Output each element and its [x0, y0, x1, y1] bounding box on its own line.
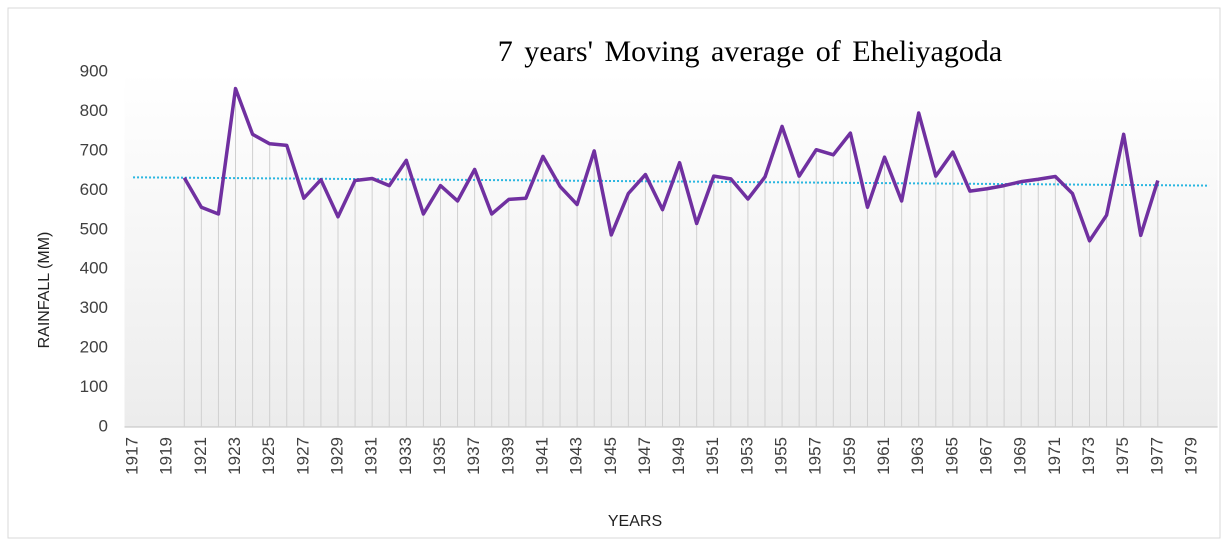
y-tick-label: 600 [80, 180, 108, 199]
x-tick-label: 1975 [1113, 437, 1132, 475]
x-tick-label: 1935 [430, 437, 449, 475]
x-tick-label: 1977 [1147, 437, 1166, 475]
x-tick-label: 1967 [977, 437, 996, 475]
x-tick-label: 1955 [772, 437, 791, 475]
x-tick-label: 1925 [259, 437, 278, 475]
x-tick-label: 1969 [1011, 437, 1030, 475]
chart-border [7, 7, 1221, 539]
x-tick-label: 1953 [737, 437, 756, 475]
x-tick-label: 1965 [942, 437, 961, 475]
x-tick-label: 1937 [464, 437, 483, 475]
y-tick-label: 500 [80, 219, 108, 238]
x-tick-label: 1919 [157, 437, 176, 475]
x-tick-label: 1973 [1079, 437, 1098, 475]
trendline [133, 176, 1210, 187]
x-tick-label: 1947 [635, 437, 654, 475]
x-tick-label: 1927 [293, 437, 312, 475]
x-tick-label: 1929 [327, 437, 346, 475]
y-tick-label: 300 [80, 298, 108, 317]
x-tick-label: 1951 [703, 437, 722, 475]
plot-background [124, 72, 1218, 427]
data-line [182, 86, 1160, 243]
x-tick-label: 1979 [1181, 437, 1200, 475]
x-tick-label: 1933 [396, 437, 415, 475]
x-tick-label: 1971 [1045, 437, 1064, 475]
y-tick-label: 400 [80, 259, 108, 278]
x-tick-label: 1961 [874, 437, 893, 475]
y-tick-label: 100 [80, 377, 108, 396]
y-tick-label: 800 [80, 101, 108, 120]
x-tick-label: 1943 [567, 437, 586, 475]
x-tick-label: 1921 [191, 437, 210, 475]
y-axis-title: RAINFALL (MM) [36, 232, 53, 349]
x-tick-label: 1923 [225, 437, 244, 475]
x-tick-label: 1957 [806, 437, 825, 475]
x-tick-label: 1917 [123, 437, 142, 475]
x-tick-label: 1939 [498, 437, 517, 475]
y-tick-label: 700 [80, 140, 108, 159]
chart-title: 7 years' Moving average of Eheliyagoda [498, 35, 1002, 68]
y-tick-label: 200 [80, 338, 108, 357]
y-tick-label: 900 [80, 61, 108, 80]
x-axis-title: YEARS [608, 513, 662, 530]
x-tick-label: 1941 [532, 437, 551, 475]
x-tick-label: 1963 [908, 437, 927, 475]
x-tick-label: 1959 [840, 437, 859, 475]
x-tick-label: 1931 [362, 437, 381, 475]
y-tick-label: 0 [99, 416, 108, 435]
x-tick-label: 1945 [601, 437, 620, 475]
x-tick-label: 1949 [669, 437, 688, 475]
